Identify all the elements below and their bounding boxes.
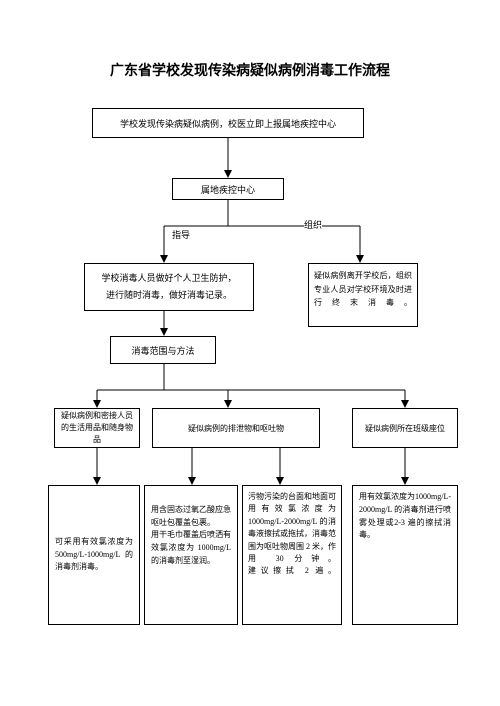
node-cdc: 属地疾控中心: [172, 178, 284, 200]
node-terminal-disinfect: 疑似病例离开学校后，组织专业人员对学校环境及时进行终末消毒。: [308, 263, 418, 327]
node-school-disinfect: 学校消毒人员做好个人卫生防护， 进行随时消毒，做好消毒记录。: [84, 263, 254, 311]
header-items-text: 疑似病例和密接人员的生活用品和随身物品: [59, 410, 135, 446]
node-terminal-disinfect-text: 疑似病例离开学校后，组织专业人员对学校环境及时进行终末消毒。: [314, 271, 412, 307]
detail-items-text: 可采用有效氯浓度为500mg/L-1000mg/L的消毒剂消毒。: [55, 536, 133, 574]
node-cdc-text: 属地疾控中心: [201, 183, 255, 196]
detail-excreta-a-text: 用含固态过氧乙酸应急呕吐包覆盖包裹。 用干毛巾覆盖后喷洒有效氯浓度为 1000m…: [151, 505, 231, 565]
node-school-disinfect-text: 学校消毒人员做好个人卫生防护， 进行随时消毒，做好消毒记录。: [101, 270, 236, 304]
header-seat-text: 疑似病例所在班级座位: [365, 423, 445, 434]
detail-excreta-b: 污物污染的台面和地面可用有效氯浓度为1000mg/L-2000mg/L 的消毒液…: [242, 485, 342, 625]
detail-seat: 用有效氯浓度为1000mg/L-2000mg/L 的消毒剂进行喷雾处理或2-3 …: [352, 485, 458, 625]
detail-seat-text: 用有效氯浓度为1000mg/L-2000mg/L 的消毒剂进行喷雾处理或2-3 …: [359, 492, 451, 539]
edge-label-guide: 指导: [172, 228, 190, 241]
page-title: 广东省学校发现传染病疑似病例消毒工作流程: [0, 60, 500, 80]
edge-label-org: 组织: [304, 218, 322, 231]
detail-excreta-b-text: 污物污染的台面和地面可用有效氯浓度为1000mg/L-2000mg/L 的消毒液…: [248, 492, 336, 575]
header-excreta: 疑似病例的排泄物和呕吐物: [152, 408, 320, 448]
header-excreta-text: 疑似病例的排泄物和呕吐物: [188, 423, 284, 434]
node-report-text: 学校发现传染病疑似病例，校医立即上报属地疾控中心: [120, 117, 336, 130]
detail-excreta-a: 用含固态过氧乙酸应急呕吐包覆盖包裹。 用干毛巾覆盖后喷洒有效氯浓度为 1000m…: [144, 485, 238, 625]
node-scope-method: 消毒范围与方法: [110, 336, 216, 364]
node-scope-method-text: 消毒范围与方法: [131, 344, 194, 357]
header-items: 疑似病例和密接人员的生活用品和随身物品: [54, 408, 140, 448]
node-report: 学校发现传染病疑似病例，校医立即上报属地疾控中心: [92, 108, 364, 138]
detail-items: 可采用有效氯浓度为500mg/L-1000mg/L的消毒剂消毒。: [48, 485, 140, 625]
header-seat: 疑似病例所在班级座位: [352, 408, 458, 448]
